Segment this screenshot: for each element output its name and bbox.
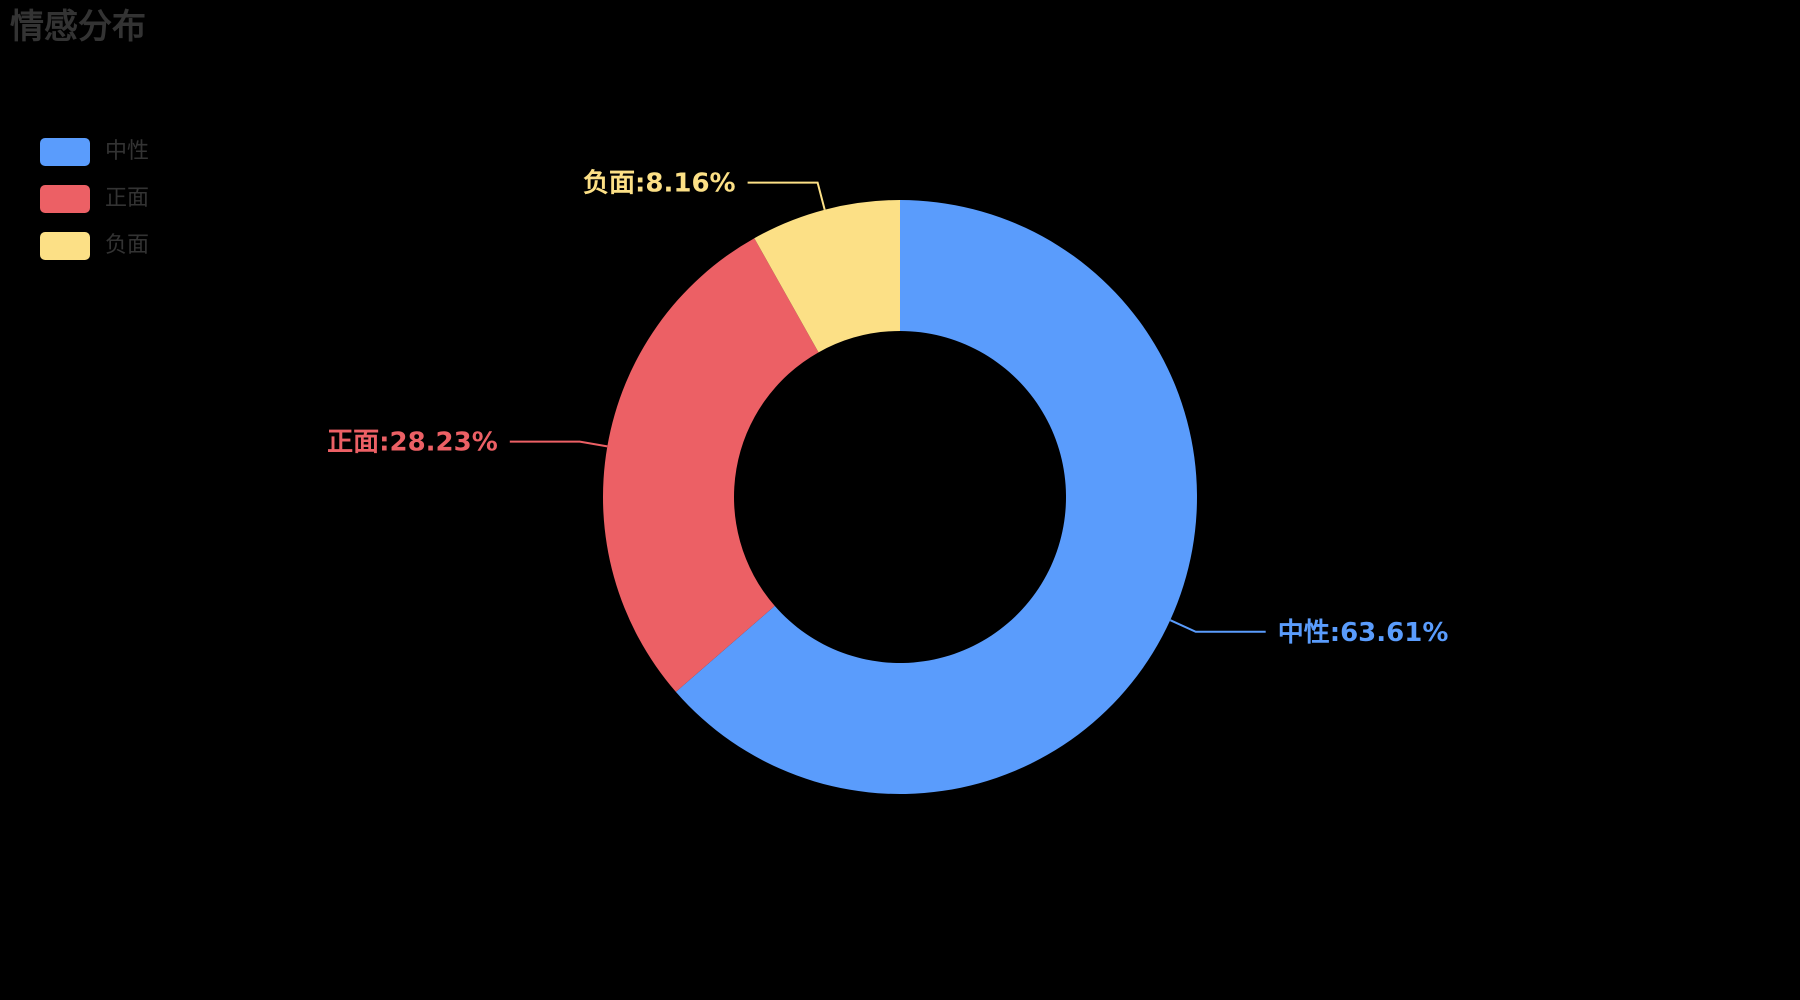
pie-slices [602,200,1197,794]
legend-item-label: 中性 [105,139,150,164]
label-line-positive [509,440,608,448]
pie-slice-negative[interactable] [754,200,900,353]
pie-slice-positive[interactable] [602,238,819,692]
legend-item-label: 负面 [105,233,150,258]
data-label-positive: 正面:28.23% [327,428,498,458]
legend-item-positive[interactable]: 正面 [40,185,149,213]
data-labels: 中性:63.61% 正面:28.23% 负面:8.16% [327,169,1448,648]
chart-legend: 中性 正面 负面 [40,138,149,279]
legend-swatch-icon [40,185,90,213]
label-line-neutral [1169,619,1266,633]
legend-swatch-icon [40,138,90,166]
pie-slice-neutral[interactable] [675,200,1197,794]
legend-swatch-icon [40,232,90,260]
data-label-neutral: 中性:63.61% [1278,618,1449,648]
label-lines [509,181,1266,633]
legend-item-label: 正面 [105,186,150,211]
data-label-negative: 负面:8.16% [583,169,736,199]
page-title: 情感分布 [10,7,146,47]
legend-item-negative[interactable]: 负面 [40,232,149,260]
label-line-negative [747,181,826,210]
legend-item-neutral[interactable]: 中性 [40,138,149,166]
